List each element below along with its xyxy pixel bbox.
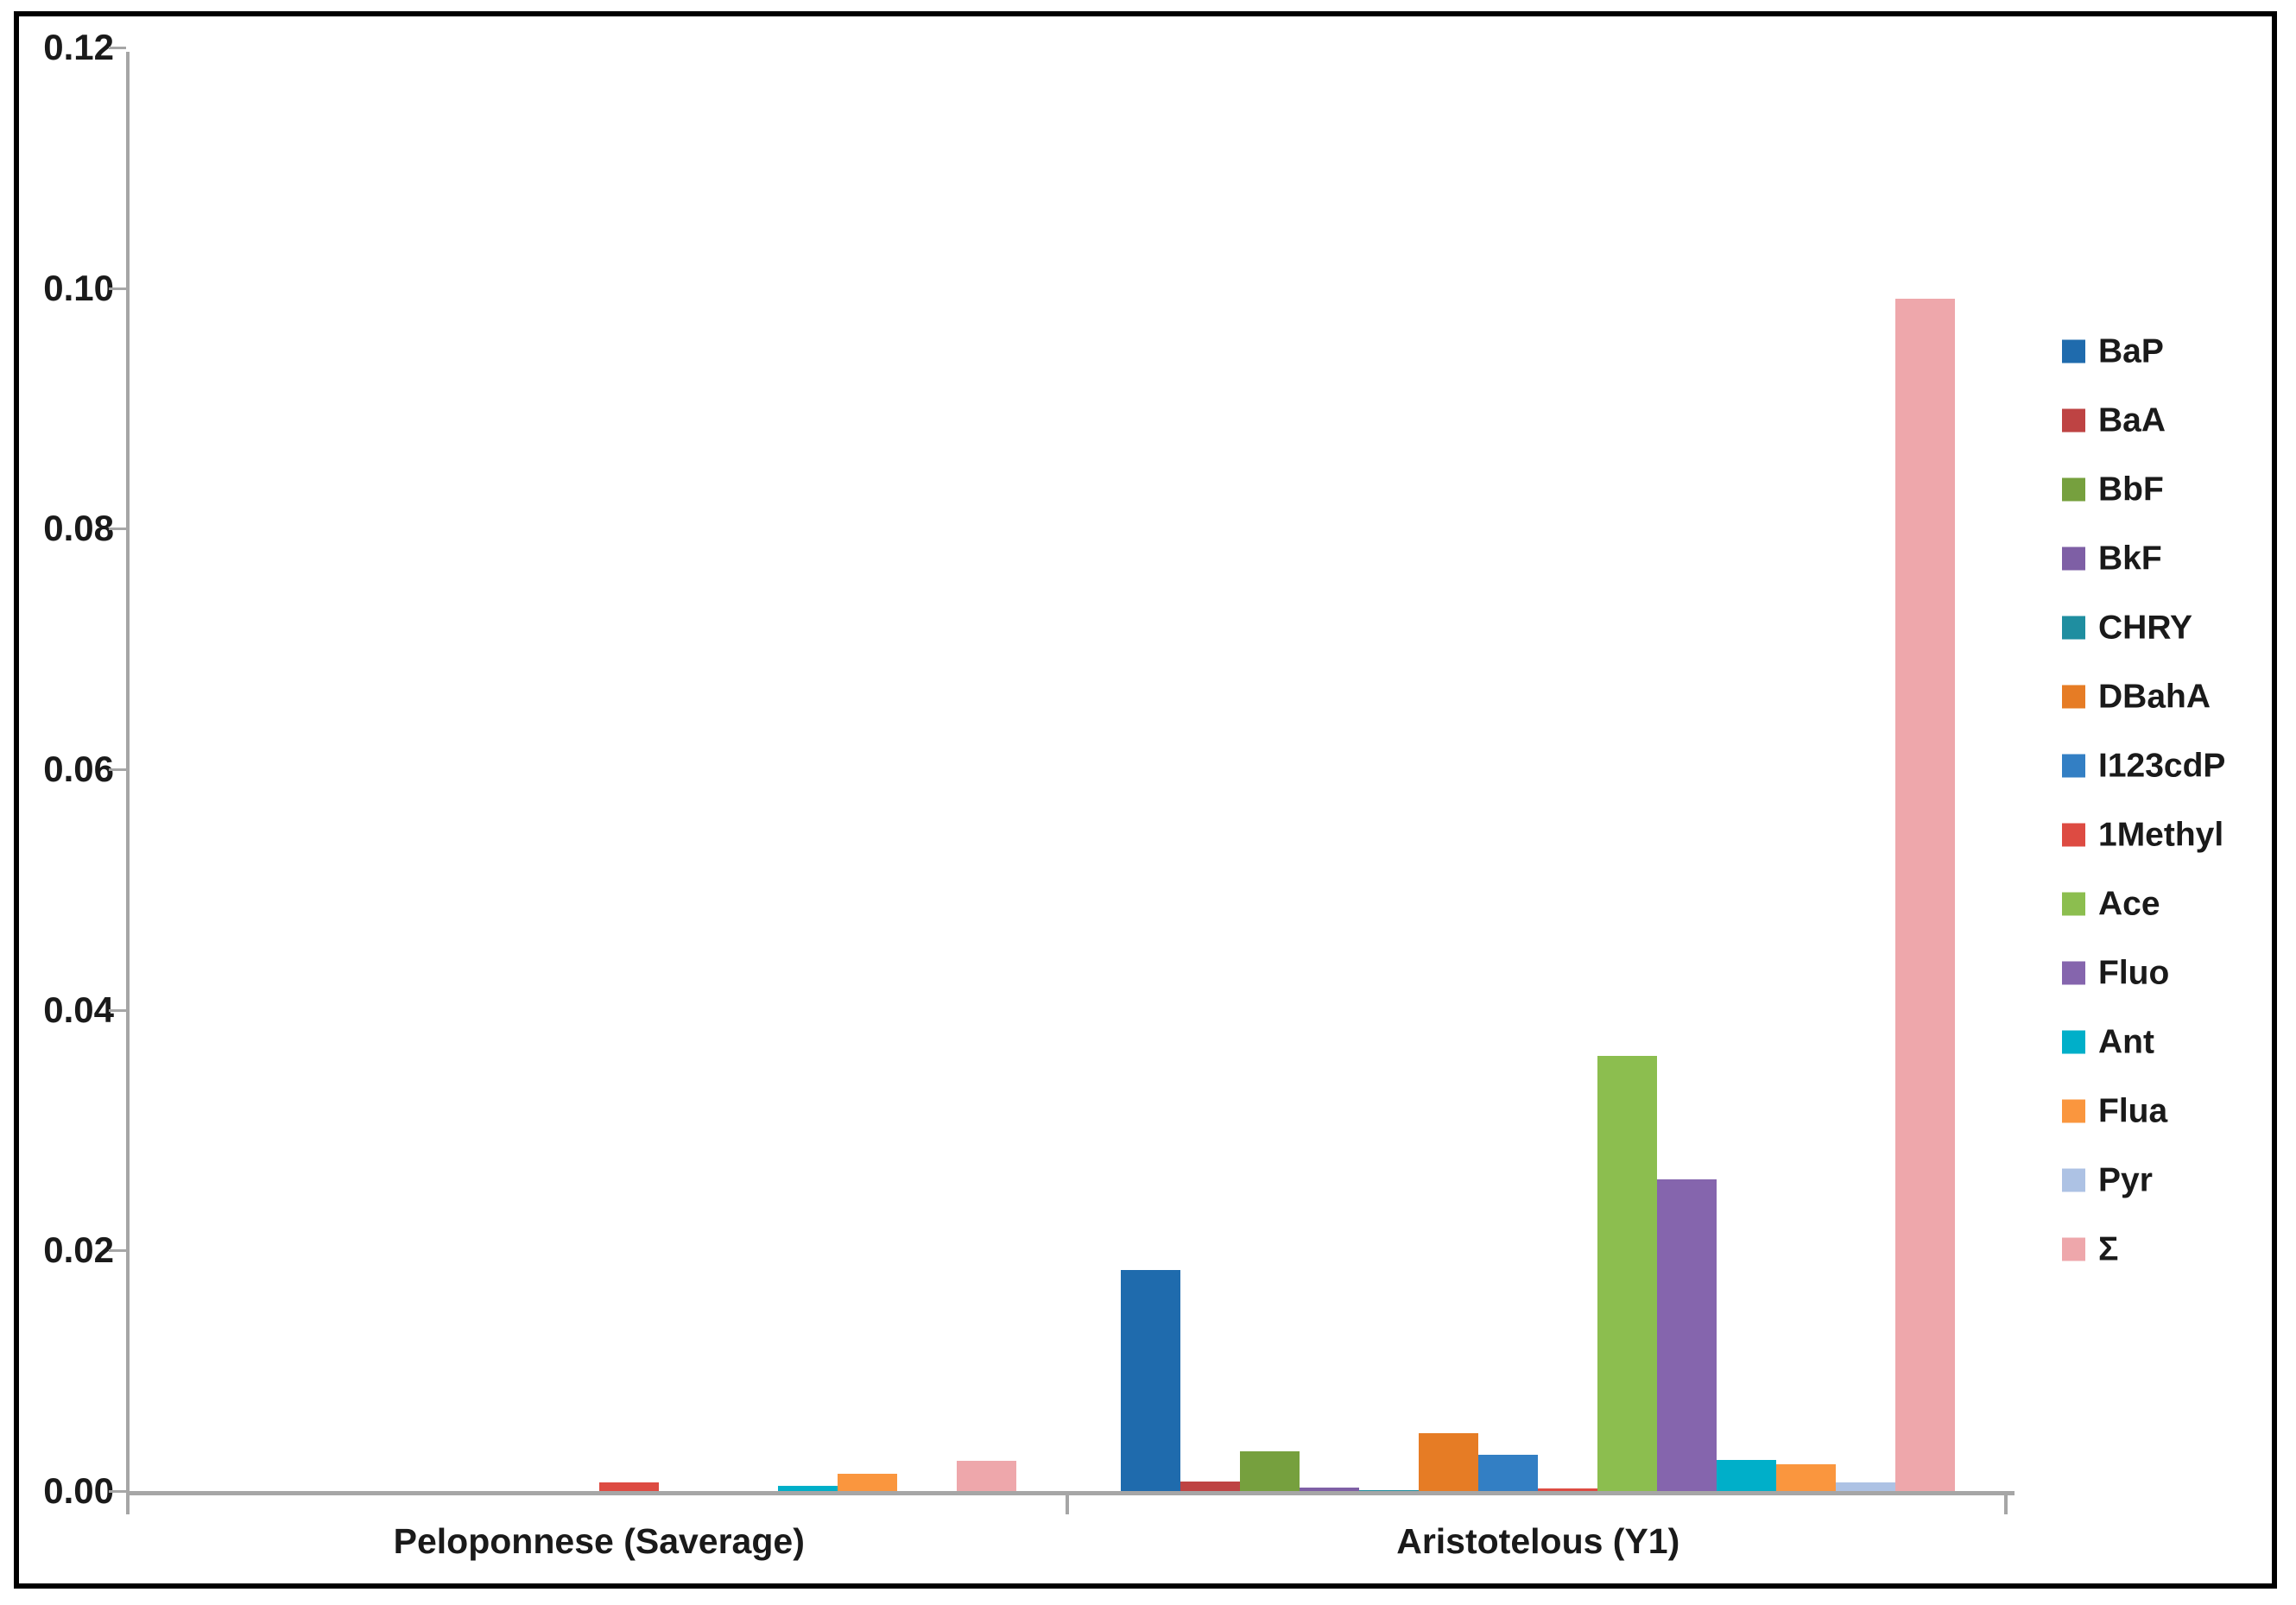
bar-I123cdP-2: [1478, 1455, 1538, 1491]
bar-Pyr-2: [1836, 1482, 1895, 1491]
bar-1Methyl-2: [1538, 1488, 1597, 1491]
y-axis-tick: [109, 288, 126, 290]
legend-label: I123cdP: [2098, 747, 2226, 785]
legend-label: DBahA: [2098, 678, 2211, 716]
y-axis-tick: [109, 1490, 126, 1493]
x-axis-boundary-tick: [2004, 1491, 2008, 1514]
bar-BkF-2: [1300, 1488, 1359, 1491]
y-axis-tick: [109, 1009, 126, 1012]
legend-item-I123cdP: I123cdP: [2062, 749, 2225, 783]
bar-1Methyl-1: [599, 1482, 659, 1491]
bar-BaA-2: [1180, 1482, 1240, 1491]
legend-swatch-icon: [2062, 408, 2085, 433]
y-tick-label: 0.00: [43, 1470, 114, 1511]
y-axis-tick: [109, 47, 126, 49]
legend-item-DBahA: DBahA: [2062, 680, 2211, 714]
legend: BaP BaA BbF BkF CHRY DBahA I123cdP 1Methyl Ace Fl…: [2062, 0, 2287, 1605]
legend-item-Flua: Flua: [2062, 1095, 2167, 1128]
legend-label: Σ: [2098, 1230, 2119, 1268]
legend-swatch-icon: [2062, 754, 2085, 778]
y-tick-label: 0.12: [43, 27, 114, 67]
y-axis-tick: [109, 528, 126, 530]
legend-item-1Methyl: 1Methyl: [2062, 818, 2223, 852]
category-label: Peloponnese (Saverage): [393, 1521, 805, 1561]
legend-item-BkF: BkF: [2062, 542, 2162, 576]
bar-Σ-1: [957, 1461, 1016, 1491]
legend-label: Flua: [2098, 1092, 2168, 1130]
y-tick-label: 0.02: [43, 1229, 114, 1270]
bar-Ant-1: [778, 1486, 838, 1491]
legend-swatch-icon: [2062, 1168, 2085, 1192]
legend-item-CHRY: CHRY: [2062, 611, 2192, 645]
legend-label: Fluo: [2098, 954, 2170, 992]
legend-label: 1Methyl: [2098, 816, 2224, 854]
legend-label: Ant: [2098, 1023, 2154, 1061]
legend-swatch-icon: [2062, 477, 2085, 502]
legend-label: BaP: [2098, 332, 2164, 370]
legend-swatch-icon: [2062, 685, 2085, 709]
legend-swatch-icon: [2062, 616, 2085, 640]
legend-item-BaP: BaP: [2062, 335, 2164, 369]
legend-item-Pyr: Pyr: [2062, 1164, 2153, 1197]
x-axis-line: [126, 1491, 2015, 1495]
legend-item-Ace: Ace: [2062, 888, 2160, 921]
y-tick-label: 0.10: [43, 268, 114, 308]
bar-Ant-2: [1717, 1460, 1776, 1491]
legend-swatch-icon: [2062, 1237, 2085, 1261]
x-axis-boundary-tick: [1066, 1491, 1069, 1514]
legend-item-Σ: Σ: [2062, 1233, 2118, 1267]
y-axis-tick: [109, 768, 126, 771]
category-label: Aristotelous (Y1): [1396, 1521, 1680, 1561]
legend-label: BaA: [2098, 401, 2166, 439]
y-axis-tick: [109, 1249, 126, 1252]
legend-item-BaA: BaA: [2062, 404, 2166, 438]
legend-swatch-icon: [2062, 547, 2085, 571]
x-axis-boundary-tick: [126, 1491, 130, 1514]
legend-label: Pyr: [2098, 1161, 2153, 1199]
bar-DBahA-2: [1419, 1433, 1478, 1491]
bar-BbF-2: [1240, 1451, 1300, 1491]
bar-Fluo-2: [1657, 1179, 1717, 1491]
y-tick-label: 0.04: [43, 989, 114, 1030]
y-tick-label: 0.08: [43, 508, 114, 548]
legend-item-BbF: BbF: [2062, 473, 2164, 507]
legend-label: CHRY: [2098, 609, 2193, 647]
legend-item-Fluo: Fluo: [2062, 957, 2169, 990]
bar-CHRY-2: [1359, 1490, 1419, 1491]
legend-swatch-icon: [2062, 1099, 2085, 1123]
legend-swatch-icon: [2062, 961, 2085, 985]
bar-Σ-2: [1895, 299, 1955, 1491]
bar-BaP-2: [1121, 1270, 1180, 1491]
legend-item-Ant: Ant: [2062, 1026, 2154, 1059]
bar-Ace-2: [1597, 1056, 1657, 1491]
legend-swatch-icon: [2062, 823, 2085, 847]
y-tick-label: 0.06: [43, 749, 114, 789]
legend-swatch-icon: [2062, 892, 2085, 916]
legend-label: BkF: [2098, 540, 2162, 578]
legend-label: BbF: [2098, 471, 2164, 509]
bar-Flua-2: [1776, 1464, 1836, 1491]
y-axis-line: [126, 52, 130, 1503]
legend-label: Ace: [2098, 885, 2160, 923]
bar-Flua-1: [838, 1474, 897, 1491]
legend-swatch-icon: [2062, 1030, 2085, 1054]
chart-frame: [14, 11, 2277, 1589]
legend-swatch-icon: [2062, 339, 2085, 363]
